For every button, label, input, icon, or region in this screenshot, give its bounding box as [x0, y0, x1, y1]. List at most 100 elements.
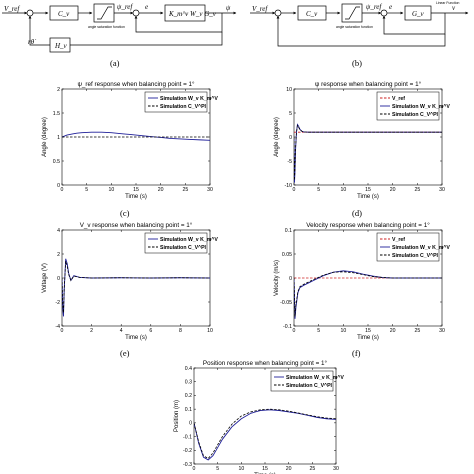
plot-f-xtick-label: 20	[390, 328, 396, 334]
plot-f-ylabel: Velocity (m/s)	[274, 260, 280, 296]
plot-f-xtick-label: 25	[414, 328, 420, 334]
plot-d-xtick-label: 25	[414, 187, 420, 193]
plot-d-ytick-label: 10	[286, 87, 292, 93]
plot-g-legend-entry: Simulation C_V^PI	[286, 383, 333, 389]
diagram-a-error-label: e	[145, 3, 148, 11]
plot-g-ytick-label: 0	[189, 421, 192, 427]
caption-e: (e)	[120, 348, 130, 358]
controller-b-label: C_v	[306, 10, 318, 18]
plot-g-xtick-label: 20	[286, 466, 292, 472]
plot-d-xtick-label: 20	[390, 187, 396, 193]
saturation-b-label: angle saturation function	[336, 25, 373, 29]
plot-d-xtick-label: 15	[365, 187, 371, 193]
diagram-b-output-label: v	[452, 4, 456, 12]
plot-d-ytick-label: 0	[289, 135, 292, 141]
plot-d-xtick-label: 0	[293, 187, 296, 193]
block-diagram-a: V_ref C_v angle saturation function ψ_re…	[2, 3, 237, 68]
plot-e-legend-entry: Simulation W_v K_m^V	[160, 237, 218, 243]
diagram-a-input-label: V_ref	[4, 5, 20, 13]
plot-e-xtick-label: 0	[61, 328, 64, 334]
plot-c-xtick-label: 0	[61, 187, 64, 193]
plot-f-xlabel: Time (s)	[357, 335, 379, 341]
plot-d-legend-entry: V_ref	[392, 96, 405, 102]
plot-e-xtick-label: 6	[149, 328, 152, 334]
plot-g-xtick-label: 30	[333, 466, 339, 472]
plot-g-ytick-label: 0.4	[185, 366, 192, 372]
plot-e: 0 2 4 6 8 10 -4 -2 0 2 4 V_v response when balancin…	[42, 221, 218, 341]
plot-c: 0 5 10 15 20 25 30 0 0.5 1 1.5 2 ψ_ref response when…	[42, 80, 218, 200]
summing-junction-b2	[380, 9, 388, 17]
plot-g-xtick-label: 0	[193, 466, 196, 472]
plot-c-ylabel: Angle (degree)	[42, 117, 48, 157]
plot-g-series-line-1	[194, 408, 336, 460]
summing-junction-b1	[274, 9, 282, 17]
diagram-b-corner-label: Linear Function	[436, 1, 459, 5]
summing-junction-a1	[26, 9, 34, 17]
plot-f: 0 5 10 15 20 25 30 -0.1 -0.05 0 0.05 0.1 Velocity re…	[274, 221, 450, 341]
plot-f-ytick-label: -0.05	[280, 300, 292, 306]
plot-e-ylabel: Voltage (V)	[42, 263, 48, 293]
plot-g-ytick-label: -0.3	[183, 462, 192, 468]
plot-c-xtick-label: 5	[85, 187, 88, 193]
plot-d: 0 5 10 15 20 25 30 -10 -5 0 5 10 ψ response when bal…	[274, 80, 450, 200]
diagram-b-psi-ref-label: ψ_ref	[366, 3, 382, 11]
plot-f-series-line-2	[294, 271, 442, 317]
diagram-b-input-label: V_ref	[252, 5, 268, 13]
plot-g-legend-entry: Simulation W_v K_m^V	[286, 375, 344, 381]
plot-e-ytick-label: 2	[57, 252, 60, 258]
plot-c-series-line-0	[62, 131, 210, 141]
diagram-a-feedback-signal: rθ̇	[28, 38, 36, 46]
plot-e-xtick-label: 10	[207, 328, 213, 334]
plot-d-ytick-label: 5	[289, 111, 292, 117]
plot-g-ytick-label: -0.2	[183, 448, 192, 454]
plot-f-ytick-label: 0.05	[282, 252, 292, 258]
plot-c-xlabel: Time (s)	[125, 194, 147, 200]
block-diagram-b: V_ref C_v angle saturation function ψ_re…	[250, 1, 469, 68]
plot-e-ytick-label: 4	[57, 228, 60, 234]
plot-e-ytick-label: -4	[55, 324, 60, 330]
plot-f-ytick-label: 0.1	[285, 228, 292, 234]
plot-c-xtick-label: 10	[108, 187, 114, 193]
plot-c-xtick-label: 25	[182, 187, 188, 193]
plot-c-title: ψ_ref response when balancing point = 1°	[77, 80, 195, 88]
controller-a-label: C_v	[58, 10, 70, 18]
plot-d-ytick-label: -10	[285, 183, 293, 189]
plot-g-ytick-label: -0.1	[183, 434, 192, 440]
plot-c-ytick-label: 0	[57, 183, 60, 189]
caption-d: (d)	[352, 208, 362, 218]
plot-g-xtick-label: 25	[309, 466, 315, 472]
plot-g-ytick-label: 0.1	[185, 407, 192, 413]
plot-d-legend-entry: Simulation W_v K_m^V	[392, 104, 450, 110]
plot-g-xtick-label: 15	[262, 466, 268, 472]
saturation-a-label: angle saturation function	[88, 25, 125, 29]
plot-f-title: Velocity response when balancing point =…	[306, 221, 430, 229]
plot-e-xlabel: Time (s)	[125, 335, 147, 341]
plot-e-legend	[144, 232, 208, 254]
plot-g: 0 5 10 15 20 25 30 -0.3 -0.2 -0.1 0 0.1 0.2 0.3 0.4 Pos…	[174, 359, 344, 474]
diagram-a-psi-ref-label: ψ_ref	[117, 3, 133, 11]
caption-f: (f)	[352, 348, 361, 358]
plot-g-xtick-label: 10	[238, 466, 244, 472]
plot-d-xtick-label: 10	[340, 187, 346, 193]
plot-c-ytick-label: 1.5	[53, 111, 60, 117]
plot-e-title: V_v response when balancing point = 1°	[80, 221, 193, 229]
plot-g-ytick-label: 0.2	[185, 393, 192, 399]
diagram-b-error-label: e	[389, 3, 392, 11]
plot-g-ytick-label: 0.3	[185, 380, 192, 386]
plot-c-legend-entry: Simulation W_v K_m^V	[160, 96, 218, 102]
plot-e-xtick-label: 2	[90, 328, 93, 334]
plot-e-legend-entry: Simulation C_V^PI	[160, 245, 207, 251]
diagram-a-output-label: ψ	[226, 4, 231, 12]
feedback-a-label: H_v	[54, 42, 68, 50]
plot-f-xtick-label: 5	[317, 328, 320, 334]
plot-e-ytick-label: -2	[55, 300, 60, 306]
caption-c: (c)	[120, 208, 130, 218]
plot-f-legend-entry: Simulation W_v K_m^V	[392, 245, 450, 251]
plot-d-ylabel: Angle (degree)	[274, 117, 280, 157]
plot-g-xtick-label: 5	[216, 466, 219, 472]
plot-c-ytick-label: 1	[57, 135, 60, 141]
plot-d-xtick-label: 30	[439, 187, 445, 193]
summing-junction-a2	[132, 9, 140, 17]
plot-f-xtick-label: 30	[439, 328, 445, 334]
